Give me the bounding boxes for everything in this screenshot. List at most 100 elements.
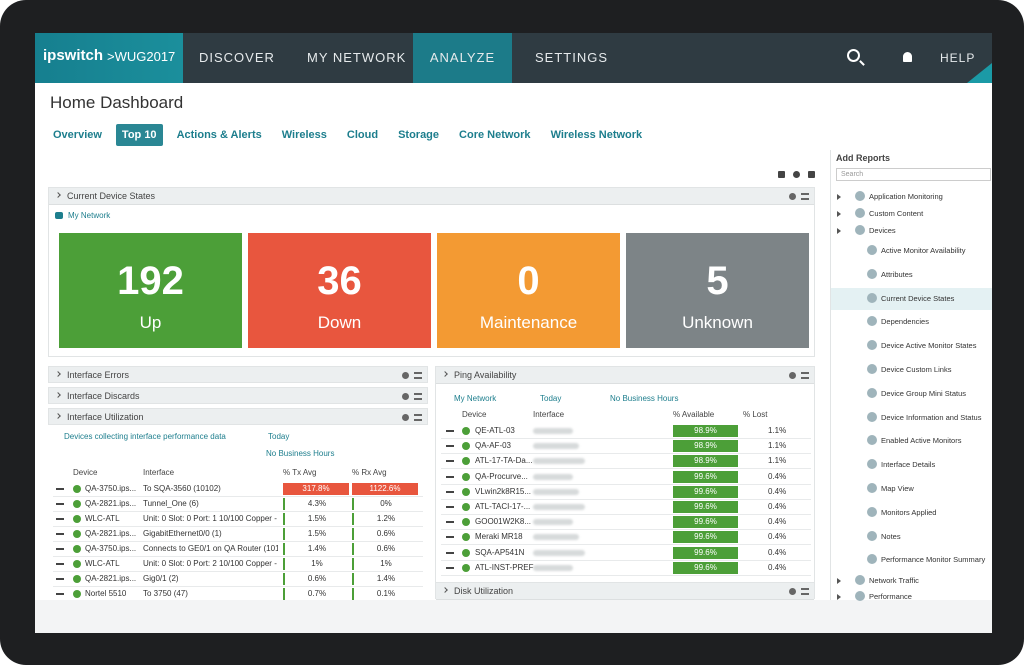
- bell-icon[interactable]: [903, 52, 912, 62]
- panel-header: Interface Utilization: [48, 408, 428, 425]
- row-menu[interactable]: [56, 548, 64, 550]
- toolbar-icon[interactable]: [778, 171, 785, 178]
- nav-item[interactable]: DISCOVER: [199, 50, 275, 65]
- row-menu[interactable]: [56, 533, 64, 535]
- nav-item[interactable]: SETTINGS: [535, 50, 609, 65]
- report-item[interactable]: Map View: [831, 478, 992, 500]
- tab[interactable]: Actions & Alerts: [176, 129, 262, 141]
- help-link[interactable]: HELP: [940, 51, 976, 65]
- panel-settings[interactable]: [789, 588, 796, 595]
- status-tile[interactable]: 0 Maintenance: [437, 233, 620, 348]
- report-item[interactable]: Device Information and Status: [831, 407, 992, 429]
- search-icon[interactable]: [847, 49, 860, 62]
- interface-name: Gig0/1 (2): [143, 574, 179, 583]
- expand-arrow[interactable]: [55, 371, 61, 377]
- row-menu[interactable]: [446, 536, 454, 539]
- expand-arrow[interactable]: [55, 192, 61, 198]
- row-menu[interactable]: [56, 488, 64, 490]
- tab[interactable]: Overview: [53, 129, 102, 141]
- row-menu[interactable]: [56, 593, 64, 595]
- nav-item[interactable]: MY NETWORK: [307, 50, 407, 65]
- panel-menu[interactable]: [801, 372, 809, 379]
- report-item[interactable]: Interface Details: [831, 454, 992, 476]
- report-item[interactable]: Dependencies: [831, 311, 992, 333]
- tab[interactable]: Top 10: [115, 124, 163, 146]
- tab[interactable]: Core Network: [459, 129, 531, 141]
- report-item[interactable]: Enabled Active Monitors: [831, 430, 992, 452]
- report-item[interactable]: Performance: [831, 586, 992, 608]
- row-menu[interactable]: [56, 518, 64, 520]
- report-item[interactable]: Device Group Mini Status: [831, 383, 992, 405]
- filter[interactable]: Today: [268, 432, 290, 441]
- expand-arrow[interactable]: [442, 371, 448, 377]
- report-item[interactable]: Active Monitor Availability: [831, 240, 992, 262]
- panel-settings[interactable]: [402, 372, 409, 379]
- row-menu[interactable]: [446, 460, 454, 463]
- panel-menu[interactable]: [801, 588, 809, 595]
- expand-arrow[interactable]: [442, 587, 448, 593]
- report-item[interactable]: Custom Content: [831, 203, 992, 225]
- report-item[interactable]: Performance Monitor Summary: [831, 549, 992, 571]
- row-menu[interactable]: [56, 563, 64, 565]
- panel-menu[interactable]: [414, 414, 422, 421]
- report-item[interactable]: Monitors Applied: [831, 502, 992, 524]
- filter[interactable]: My Network: [454, 394, 497, 403]
- panel-settings[interactable]: [402, 414, 409, 421]
- status-tile[interactable]: 36 Down: [248, 233, 431, 348]
- tab[interactable]: Wireless: [281, 129, 327, 141]
- row-menu[interactable]: [446, 506, 454, 508]
- status-tile[interactable]: 192 Up: [59, 233, 242, 348]
- status-dot: [462, 457, 470, 466]
- status-dot: [73, 560, 81, 568]
- status-tile[interactable]: 5 Unknown: [626, 233, 809, 348]
- filter[interactable]: No Business Hours: [610, 394, 679, 403]
- report-item[interactable]: Notes: [831, 526, 992, 548]
- filter[interactable]: No Business Hours: [266, 449, 335, 458]
- expand-arrow[interactable]: [55, 392, 61, 398]
- row-menu[interactable]: [446, 430, 454, 432]
- filter[interactable]: My Network: [68, 211, 111, 220]
- report-item[interactable]: Device Custom Links: [831, 359, 992, 381]
- filter[interactable]: Devices collecting interface performance…: [64, 432, 226, 441]
- panel-title: Ping Availability: [454, 370, 517, 380]
- report-icon: [867, 506, 877, 517]
- expand-arrow[interactable]: [55, 413, 61, 419]
- panel-menu[interactable]: [801, 193, 809, 200]
- row-menu[interactable]: [446, 445, 454, 448]
- row-divider: [53, 586, 423, 587]
- panel-settings[interactable]: [402, 393, 409, 400]
- utilization-cell: 0.1%: [352, 588, 418, 600]
- report-item[interactable]: Current Device States: [831, 287, 992, 310]
- interface-name: Tunnel_One (6): [143, 499, 199, 508]
- report-item[interactable]: Application Monitoring: [831, 186, 992, 208]
- filter[interactable]: Today: [540, 394, 562, 403]
- row-menu[interactable]: [56, 503, 64, 505]
- panel-settings[interactable]: [789, 193, 796, 200]
- row-menu[interactable]: [56, 578, 64, 580]
- row-menu[interactable]: [446, 490, 454, 493]
- blurred-interface: [533, 534, 579, 541]
- panel-menu[interactable]: [414, 372, 422, 379]
- row-divider: [441, 483, 811, 485]
- tab[interactable]: Wireless Network: [550, 129, 643, 141]
- blurred-interface: [533, 488, 579, 495]
- row-menu[interactable]: [446, 475, 454, 478]
- nav-item[interactable]: ANALYZE: [413, 33, 512, 83]
- row-divider: [441, 529, 811, 531]
- report-item[interactable]: Network Traffic: [831, 570, 992, 592]
- tab[interactable]: Cloud: [346, 129, 379, 141]
- row-menu[interactable]: [446, 566, 454, 569]
- row-menu[interactable]: [446, 521, 454, 524]
- status-label: Down: [317, 313, 362, 332]
- report-item[interactable]: Attributes: [831, 264, 992, 286]
- panel-menu[interactable]: [414, 393, 422, 400]
- device-name: ATL-TACI-17-...: [475, 502, 531, 511]
- tab[interactable]: Storage: [398, 129, 440, 141]
- toolbar-icon[interactable]: [808, 171, 815, 178]
- panel-settings[interactable]: [789, 372, 796, 379]
- toolbar-icon[interactable]: [793, 171, 800, 178]
- search-box[interactable]: Search: [836, 168, 991, 181]
- row-menu[interactable]: [446, 551, 454, 554]
- report-item[interactable]: Device Active Monitor States: [831, 335, 992, 357]
- report-item[interactable]: Devices: [831, 220, 992, 242]
